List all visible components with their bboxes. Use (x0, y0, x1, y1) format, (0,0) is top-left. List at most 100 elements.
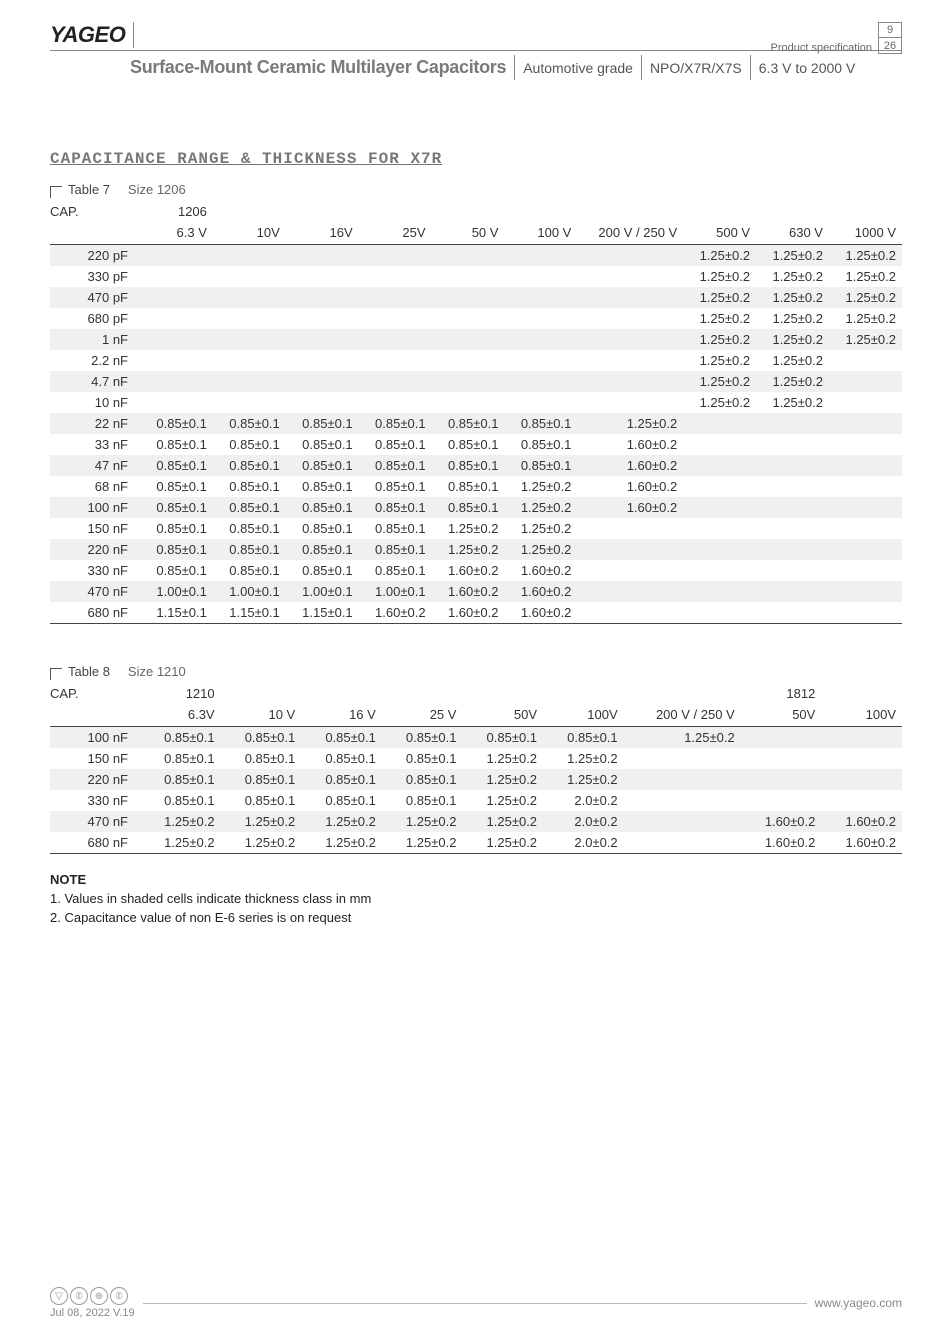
thickness-cell: 1.25±0.2 (504, 497, 577, 518)
thickness-cell: 1.25±0.2 (624, 727, 741, 749)
thickness-cell (756, 413, 829, 434)
table-row: 47 nF0.85±0.10.85±0.10.85±0.10.85±0.10.8… (50, 455, 902, 476)
thickness-cell: 1.25±0.2 (683, 392, 756, 413)
thickness-cell: 0.85±0.1 (359, 413, 432, 434)
thickness-cell (577, 287, 683, 308)
thickness-cell (140, 287, 213, 308)
cap-value: 22 nF (50, 413, 140, 434)
thickness-cell (577, 308, 683, 329)
thickness-cell (577, 329, 683, 350)
note-line-1: 1. Values in shaded cells indicate thick… (50, 891, 902, 906)
table-row: 2.2 nF1.25±0.21.25±0.2 (50, 350, 902, 371)
thickness-cell (432, 371, 505, 392)
thickness-cell: 1.25±0.2 (683, 329, 756, 350)
thickness-cell: 1.60±0.2 (504, 581, 577, 602)
table-row: 330 pF1.25±0.21.25±0.21.25±0.2 (50, 266, 902, 287)
table-row: 150 nF0.85±0.10.85±0.10.85±0.10.85±0.11.… (50, 748, 902, 769)
thickness-cell: 0.85±0.1 (286, 476, 359, 497)
thickness-cell (683, 560, 756, 581)
thickness-cell: 1.25±0.2 (462, 748, 543, 769)
thickness-cell: 1.60±0.2 (577, 455, 683, 476)
thickness-cell (829, 392, 902, 413)
page-footer: ▽ ⦶ ⊕ ⦶ Jul 08, 2022 V.19 www.yageo.com (50, 1287, 902, 1319)
thickness-cell: 0.85±0.1 (140, 727, 221, 749)
thickness-cell (504, 329, 577, 350)
thickness-cell (756, 539, 829, 560)
thickness-cell (213, 287, 286, 308)
voltage-header: 50 V (432, 222, 505, 245)
page-header: YAGEO Product specification 9 26 Surface… (50, 22, 902, 80)
table7: CAP.12066.3 V10V16V25V50 V100 V200 V / 2… (50, 201, 902, 624)
thickness-cell (359, 287, 432, 308)
thickness-cell: 1.25±0.2 (756, 392, 829, 413)
thickness-cell (683, 434, 756, 455)
cap-value: 100 nF (50, 727, 140, 749)
thickness-cell (756, 476, 829, 497)
cap-value: 220 nF (50, 769, 140, 790)
thickness-cell (359, 329, 432, 350)
thickness-cell (504, 245, 577, 267)
cap-value: 150 nF (50, 518, 140, 539)
thickness-cell: 1.25±0.2 (829, 245, 902, 267)
thickness-cell: 0.85±0.1 (286, 539, 359, 560)
thickness-cell: 1.25±0.2 (504, 476, 577, 497)
voltage-header: 100V (543, 704, 624, 727)
thickness-cell (829, 476, 902, 497)
table-row: 100 nF0.85±0.10.85±0.10.85±0.10.85±0.10.… (50, 497, 902, 518)
thickness-cell (683, 539, 756, 560)
voltage-header: 50V (462, 704, 543, 727)
thickness-cell: 1.25±0.2 (683, 287, 756, 308)
table-row: 1 nF1.25±0.21.25±0.21.25±0.2 (50, 329, 902, 350)
thickness-cell: 0.85±0.1 (286, 518, 359, 539)
table-row: 470 pF1.25±0.21.25±0.21.25±0.2 (50, 287, 902, 308)
thickness-cell (213, 266, 286, 287)
thickness-cell: 1.25±0.2 (756, 266, 829, 287)
thickness-cell (286, 392, 359, 413)
thickness-cell (140, 308, 213, 329)
table-row: 680 nF1.25±0.21.25±0.21.25±0.21.25±0.21.… (50, 832, 902, 854)
thickness-cell: 1.25±0.2 (683, 371, 756, 392)
thickness-cell (432, 287, 505, 308)
thickness-cell (140, 392, 213, 413)
thickness-cell (829, 371, 902, 392)
thickness-cell: 1.25±0.2 (432, 518, 505, 539)
table8-size: Size 1210 (128, 664, 186, 679)
thickness-cell (432, 350, 505, 371)
thickness-cell: 1.00±0.1 (359, 581, 432, 602)
thickness-cell: 1.15±0.1 (286, 602, 359, 624)
thickness-cell (756, 518, 829, 539)
thickness-cell (829, 581, 902, 602)
thickness-cell: 1.60±0.2 (504, 602, 577, 624)
table-row: 220 nF0.85±0.10.85±0.10.85±0.10.85±0.11.… (50, 539, 902, 560)
thickness-cell: 0.85±0.1 (432, 434, 505, 455)
voltage-header: 630 V (756, 222, 829, 245)
thickness-cell (741, 790, 822, 811)
thickness-cell (821, 748, 902, 769)
thickness-cell (683, 476, 756, 497)
thickness-cell (504, 287, 577, 308)
cap-value: 2.2 nF (50, 350, 140, 371)
thickness-cell: 0.85±0.1 (301, 748, 382, 769)
table-row: 100 nF0.85±0.10.85±0.10.85±0.10.85±0.10.… (50, 727, 902, 749)
voltage-header: 500 V (683, 222, 756, 245)
thickness-cell: 1.25±0.2 (683, 245, 756, 267)
voltage-header: 10V (213, 222, 286, 245)
thickness-cell: 0.85±0.1 (432, 476, 505, 497)
thickness-cell: 1.00±0.1 (286, 581, 359, 602)
thickness-cell: 1.25±0.2 (829, 266, 902, 287)
thickness-cell (286, 287, 359, 308)
thickness-cell (213, 329, 286, 350)
table7-size: Size 1206 (128, 182, 186, 197)
thickness-cell: 0.85±0.1 (213, 434, 286, 455)
footer-icon: ⊕ (90, 1287, 108, 1305)
thickness-cell: 0.85±0.1 (140, 560, 213, 581)
thickness-cell (683, 581, 756, 602)
cap-header: CAP. (50, 201, 140, 222)
thickness-cell (624, 790, 741, 811)
voltage-header: 10 V (221, 704, 302, 727)
table-row: 680 nF1.15±0.11.15±0.11.15±0.11.60±0.21.… (50, 602, 902, 624)
thickness-cell (829, 434, 902, 455)
table-row: 470 nF1.00±0.11.00±0.11.00±0.11.00±0.11.… (50, 581, 902, 602)
thickness-cell (577, 371, 683, 392)
thickness-cell: 0.85±0.1 (140, 769, 221, 790)
